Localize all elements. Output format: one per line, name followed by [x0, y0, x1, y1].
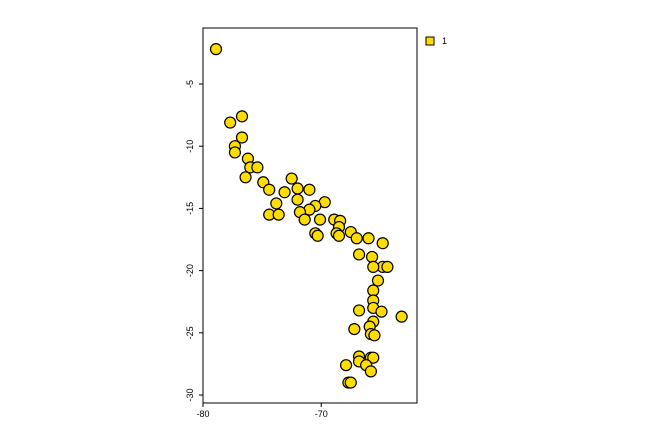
y-tick-label: -5	[185, 80, 195, 88]
point	[368, 329, 381, 342]
y-tick-label: -30	[185, 389, 195, 402]
point	[375, 305, 388, 318]
point	[362, 232, 375, 245]
point	[313, 213, 327, 226]
point	[298, 213, 311, 226]
point	[270, 197, 283, 210]
point	[395, 310, 408, 323]
point	[352, 304, 366, 317]
point	[348, 322, 361, 336]
point	[291, 193, 304, 206]
point	[224, 116, 237, 129]
point	[367, 284, 380, 297]
y-tick-label: -15	[185, 202, 195, 215]
point	[367, 260, 380, 273]
x-tick-label: -70	[315, 409, 328, 419]
point	[291, 182, 304, 195]
legend-swatch	[425, 36, 435, 46]
y-tick-label: -10	[185, 140, 195, 153]
point	[352, 248, 366, 261]
point	[371, 274, 385, 287]
point	[278, 186, 291, 199]
point	[350, 232, 363, 245]
point	[311, 229, 324, 242]
point	[367, 351, 380, 364]
point	[235, 110, 249, 123]
point	[381, 260, 394, 273]
point	[209, 43, 223, 56]
point	[239, 171, 252, 184]
x-tick-label: -80	[196, 409, 209, 419]
point	[263, 183, 276, 196]
point	[235, 131, 249, 144]
plot-frame	[202, 27, 418, 404]
legend-label: 1	[442, 36, 447, 46]
point	[272, 208, 285, 221]
point	[332, 229, 346, 242]
point	[376, 237, 389, 250]
point	[303, 183, 316, 196]
point	[251, 161, 264, 174]
y-tick-label: -20	[185, 264, 195, 277]
point	[365, 250, 379, 264]
point	[228, 146, 242, 159]
point	[285, 172, 298, 185]
point	[364, 365, 377, 378]
point	[344, 376, 357, 389]
y-tick-label: -25	[185, 326, 195, 339]
point	[339, 359, 353, 372]
